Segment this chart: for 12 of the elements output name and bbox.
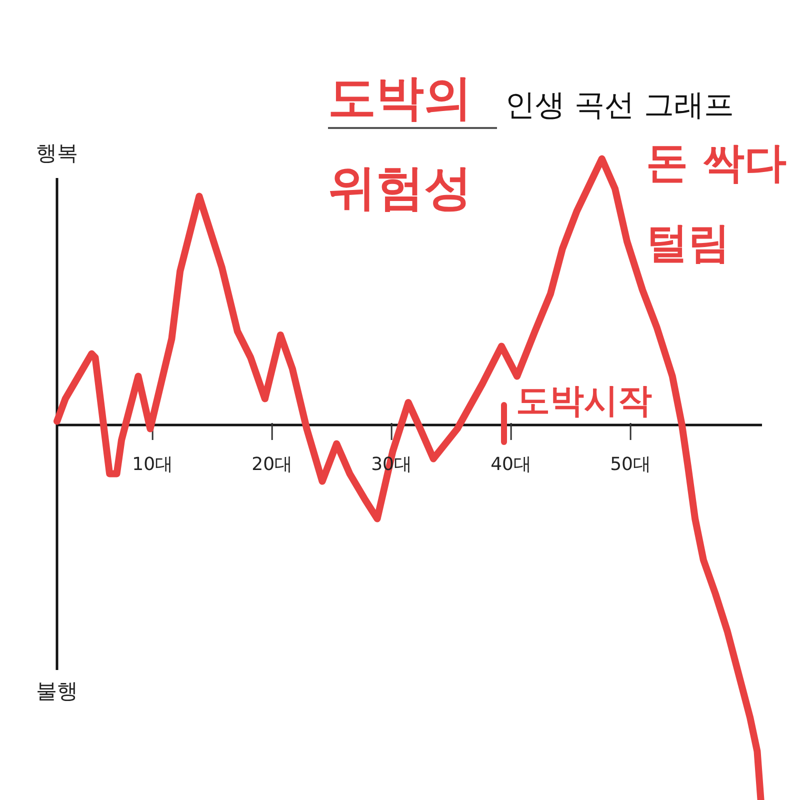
- annotation-text: 털림: [646, 218, 730, 267]
- annotation-text: 불행: [36, 679, 78, 703]
- x-tick-label: 20대: [252, 454, 293, 475]
- x-tick-label: 50대: [610, 454, 651, 475]
- annotation-text: 도박시작: [516, 381, 652, 421]
- title: 인생 곡선 그래프: [505, 88, 734, 123]
- x-tick-label: 10대: [132, 454, 174, 475]
- annotation-text: 위험성: [328, 160, 472, 216]
- annotation-text: 도박의: [328, 70, 472, 126]
- x-tick-label: 40대: [490, 454, 532, 475]
- annotation-text: 돈 싹다: [646, 138, 786, 187]
- annotation-text: 행복: [36, 141, 78, 165]
